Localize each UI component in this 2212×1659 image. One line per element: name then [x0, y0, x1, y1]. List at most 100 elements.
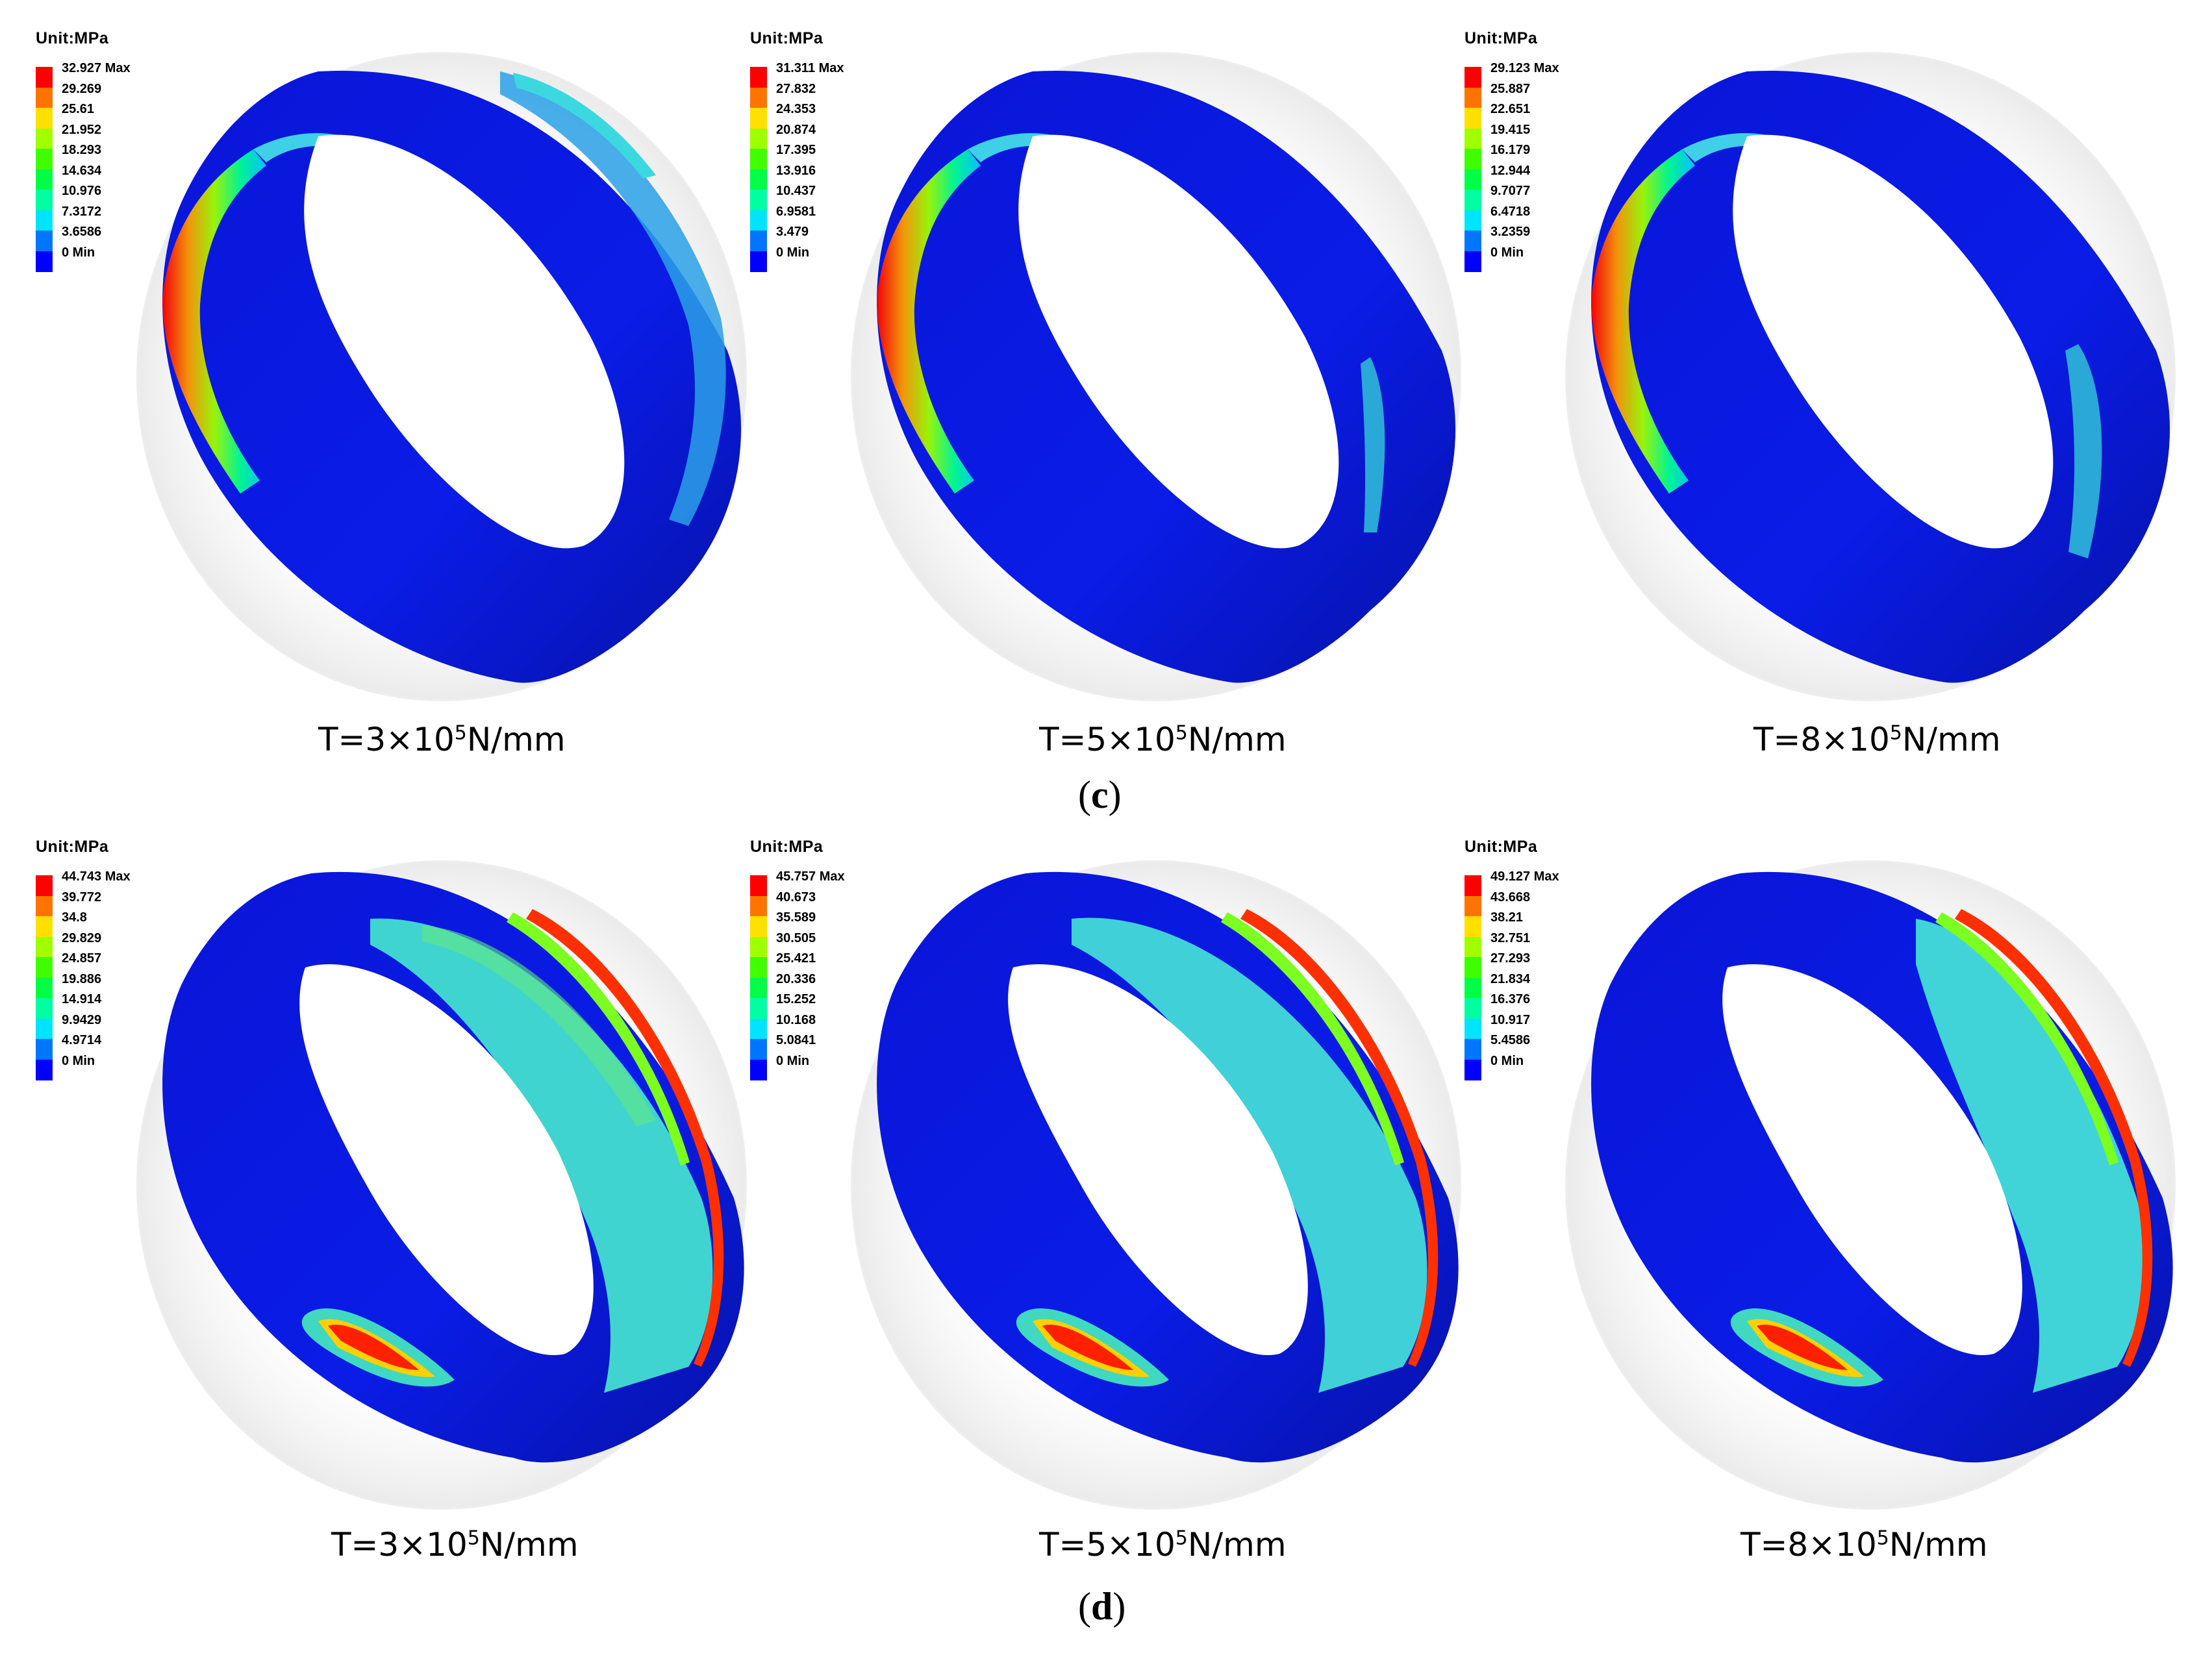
caption-c-2: T=5×105N/mm: [1039, 721, 1287, 758]
stress-ring-plot: [136, 860, 747, 1510]
legend-unit-label: Unit:MPa: [1464, 29, 1538, 47]
legend-swatch: [750, 231, 767, 251]
legend-value: 38.21: [1490, 910, 1524, 925]
caption-c-1: T=3×105N/mm: [318, 721, 566, 758]
caption-d-3: T=8×105N/mm: [1741, 1526, 1988, 1564]
legend-value: 3.2359: [1490, 225, 1531, 239]
legend-unit-label: Unit:MPa: [750, 838, 823, 856]
legend-swatch: [750, 936, 767, 958]
caption-c-3: T=8×105N/mm: [1753, 721, 2001, 758]
legend-swatch: [750, 957, 767, 978]
legend-swatch: [36, 957, 53, 978]
legend-swatch: [36, 998, 53, 1019]
legend-swatch: [750, 87, 767, 108]
legend-value: 13.916: [776, 163, 816, 178]
legend-value: 20.874: [776, 122, 816, 137]
legend-value: 10.917: [1490, 1012, 1531, 1027]
legend-value: 15.252: [776, 992, 816, 1006]
color-legend: Unit:MPa 32.927 Max 29.269 25.61 21.952 18.29…: [36, 29, 205, 272]
legend-swatch: [1464, 957, 1481, 978]
legend-value: 29.829: [62, 930, 102, 945]
legend-swatch: [750, 998, 767, 1019]
legend-value: 31.311 Max: [776, 61, 844, 75]
stress-ring-plot: [136, 52, 747, 701]
legend-value: 18.293: [62, 143, 102, 157]
panel-c-3: Unit:MPa 29.123 Max 25.887 22.651 19.415 16.1…: [1461, 26, 2176, 714]
legend-swatch: [1464, 149, 1481, 169]
legend-value: 0 Min: [62, 1053, 95, 1068]
legend-value: 3.479: [776, 225, 809, 239]
legend-swatch: [1464, 875, 1481, 896]
legend-unit-label: Unit:MPa: [750, 29, 823, 47]
color-legend: Unit:MPa 44.743 Max 39.772 34.8 29.829 24.857…: [36, 838, 205, 1080]
legend-swatch: [36, 210, 53, 231]
legend-value: 21.952: [62, 122, 102, 137]
legend-swatch: [1464, 169, 1481, 190]
legend-value: 6.4718: [1490, 204, 1531, 219]
legend-value: 10.976: [62, 184, 102, 198]
legend-swatch: [36, 977, 53, 999]
legend-swatch: [750, 251, 767, 272]
legend-value: 24.353: [776, 102, 816, 116]
legend-swatch: [1464, 1018, 1481, 1040]
legend-value: 21.834: [1490, 971, 1531, 986]
panel-c-2: Unit:MPa 31.311 Max 27.832 24.353 20.874 17.3…: [747, 26, 1461, 714]
legend-value: 30.505: [776, 930, 816, 945]
legend-value: 29.269: [62, 81, 102, 96]
caption-d-2: T=5×105N/mm: [1039, 1526, 1287, 1564]
legend-value: 25.421: [776, 951, 816, 966]
color-legend: Unit:MPa 31.311 Max 27.832 24.353 20.874 17.3…: [750, 29, 919, 272]
caption-d-1: T=3×105N/mm: [331, 1526, 579, 1564]
legend-value: 22.651: [1490, 102, 1531, 116]
legend-swatch: [36, 1039, 53, 1060]
legend-swatch: [1464, 977, 1481, 999]
legend-swatch: [36, 251, 53, 272]
legend-value: 32.927 Max: [62, 61, 131, 75]
legend-value: 3.6586: [62, 225, 102, 239]
legend-swatch: [750, 895, 767, 917]
stress-ring-plot: [1565, 52, 2176, 701]
stress-ring-plot: [1565, 860, 2176, 1510]
legend-swatch: [750, 916, 767, 937]
legend-value: 0 Min: [776, 245, 810, 260]
legend-swatch: [750, 108, 767, 129]
legend-value: 44.743 Max: [62, 869, 131, 884]
legend-swatch: [750, 875, 767, 896]
legend-swatch: [36, 87, 53, 108]
legend-swatch: [36, 128, 53, 149]
legend-value: 29.123 Max: [1490, 61, 1559, 75]
legend-swatch: [36, 149, 53, 169]
color-legend: Unit:MPa 49.127 Max 43.668 38.21 32.751 27.29…: [1464, 838, 1633, 1080]
legend-value: 0 Min: [1490, 1053, 1524, 1068]
legend-value: 49.127 Max: [1490, 869, 1559, 884]
legend-unit-label: Unit:MPa: [36, 29, 109, 47]
legend-value: 5.4586: [1490, 1033, 1531, 1047]
legend-value: 25.887: [1490, 81, 1531, 96]
legend-value: 0 Min: [1490, 245, 1524, 260]
legend-value: 10.437: [776, 184, 816, 198]
legend-value: 10.168: [776, 1012, 816, 1027]
legend-value: 17.395: [776, 143, 816, 157]
legend-swatch: [1464, 936, 1481, 958]
legend-swatch: [1464, 87, 1481, 108]
legend-value: 45.757 Max: [776, 869, 845, 884]
legend-swatch: [36, 231, 53, 251]
legend-value: 5.0841: [776, 1033, 816, 1047]
stress-ring-plot: [851, 860, 1461, 1510]
legend-swatch: [1464, 108, 1481, 129]
legend-unit-label: Unit:MPa: [1464, 838, 1538, 856]
legend-value: 27.293: [1490, 951, 1531, 966]
legend-swatch: [1464, 231, 1481, 251]
legend-swatch: [36, 875, 53, 896]
panel-d-3: Unit:MPa 49.127 Max 43.668 38.21 32.751 27.29…: [1461, 834, 2176, 1523]
legend-value: 24.857: [62, 951, 102, 966]
legend-value: 9.9429: [62, 1012, 102, 1027]
legend-swatch: [1464, 1059, 1481, 1080]
legend-swatch: [1464, 251, 1481, 272]
legend-value: 27.832: [776, 81, 816, 96]
legend-swatch: [1464, 998, 1481, 1019]
legend-swatch: [36, 1059, 53, 1080]
legend-swatch: [750, 67, 767, 88]
legend-value: 4.9714: [62, 1033, 102, 1047]
legend-value: 40.673: [776, 890, 816, 904]
